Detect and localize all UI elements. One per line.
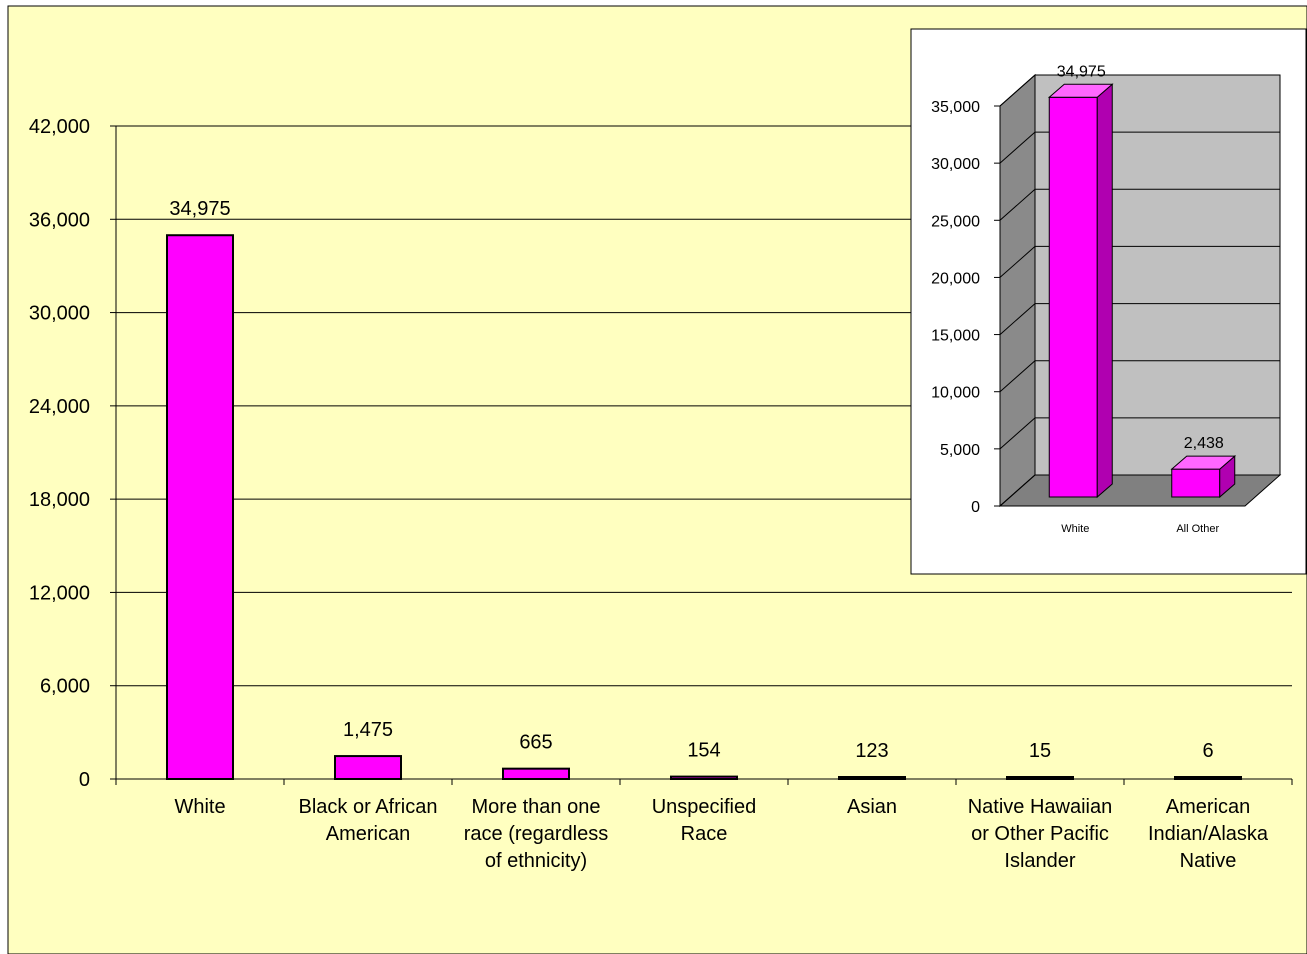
inset-y-tick-label: 15,000 [931, 328, 980, 345]
y-tick-label: 42,000 [29, 116, 90, 138]
y-tick-label: 12,000 [29, 582, 90, 604]
inset-floor [998, 474, 1282, 507]
inset-gridline [999, 360, 1280, 393]
main-bar-chart: 0 6,000 12,000 18,000 24,000 30,000 36,000 42,0… [29, 116, 1293, 872]
inset-bar-value-label: 34,975 [1057, 63, 1106, 80]
x-category-label: Indian/Alaska [1148, 823, 1269, 845]
x-category-label: of ethnicity) [485, 850, 587, 872]
y-tick-label: 6,000 [40, 676, 90, 698]
inset-bar [1048, 96, 1098, 498]
inset-gridline [999, 417, 1280, 450]
inset-y-tick-label: 30,000 [931, 156, 980, 173]
bar-value-label: 1,475 [343, 719, 393, 741]
inset-gridline [999, 74, 1280, 107]
inset-y-tick-label: 5,000 [940, 442, 980, 459]
inset-category-label: White [1061, 523, 1089, 535]
inset-bar-side [1096, 83, 1113, 499]
inset-bar-value-label: 2,438 [1184, 435, 1224, 452]
x-category-label: Black or African [299, 796, 438, 818]
x-category-label: American [326, 823, 410, 845]
x-category-label: Islander [1004, 850, 1075, 872]
bar [502, 767, 570, 780]
y-tick-label: 0 [79, 769, 90, 791]
x-category-label: American [1166, 796, 1250, 818]
x-category-label: White [174, 796, 225, 818]
inset-y-tick-label: 10,000 [931, 385, 980, 402]
x-category-label: race (regardless [464, 823, 609, 845]
inset-y-tick-label: 0 [971, 499, 980, 516]
x-category-label: or Other Pacific [971, 823, 1109, 845]
inset-bar [1171, 468, 1221, 498]
inset-y-tick-label: 25,000 [931, 213, 980, 230]
inset-gridline [999, 131, 1280, 164]
inset-bar-top [1170, 455, 1237, 470]
inset-gridline [999, 303, 1280, 335]
inset-category-label: All Other [1176, 523, 1219, 535]
bar-value-label: 665 [519, 732, 552, 754]
x-category-label: Unspecified [652, 796, 757, 818]
x-category-label: More than one [472, 796, 601, 818]
inset-gridline [999, 245, 1280, 278]
x-category-label: Asian [847, 796, 897, 818]
bar-value-label: 15 [1029, 740, 1051, 762]
y-tick-label: 30,000 [29, 303, 90, 325]
bar [334, 755, 402, 780]
inset-bar-top [1047, 83, 1114, 98]
bar-value-label: 34,975 [169, 198, 230, 220]
x-category-label: Native Hawaiian [968, 796, 1113, 818]
inset-side-wall [999, 73, 1036, 508]
inset-3d-bar-chart: 0 5,000 10,000 15,000 20,000 25,000 30,000 35,0… [910, 28, 1307, 575]
inset-y-tick-label: 35,000 [931, 99, 980, 116]
y-tick-label: 24,000 [29, 396, 90, 418]
bar [166, 234, 234, 780]
inset-y-tick-label: 20,000 [931, 270, 980, 287]
bar-value-label: 123 [855, 740, 888, 762]
bar-value-label: 6 [1202, 740, 1213, 762]
y-tick-label: 18,000 [29, 489, 90, 511]
x-category-label: Race [681, 823, 728, 845]
y-tick-label: 36,000 [29, 209, 90, 231]
x-category-label: Native [1180, 850, 1237, 872]
bar-value-label: 154 [687, 740, 720, 762]
inset-gridline [999, 188, 1280, 221]
